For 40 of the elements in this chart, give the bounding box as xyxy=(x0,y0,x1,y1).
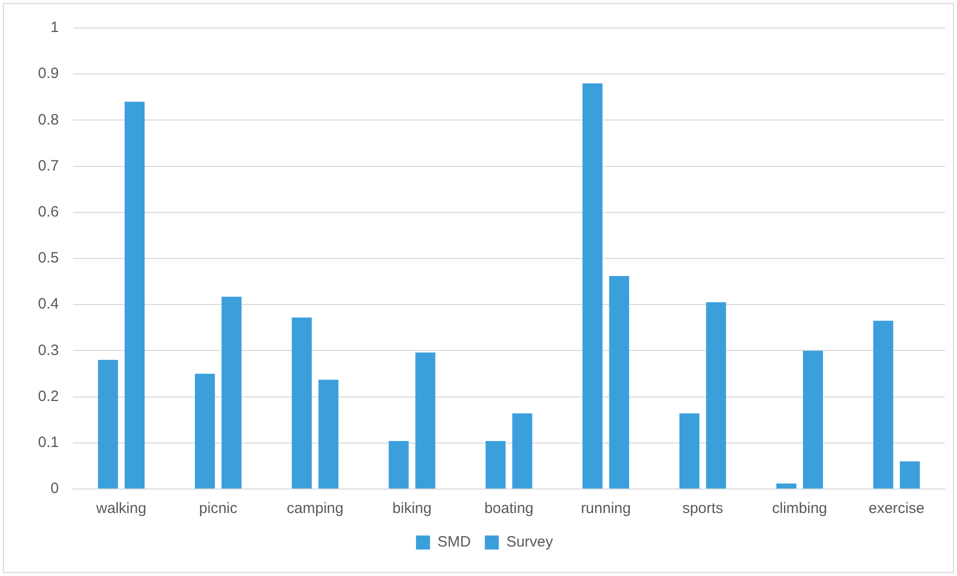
bar xyxy=(582,83,602,488)
y-tick-label: 0.1 xyxy=(38,434,59,452)
x-tick-label: running xyxy=(580,500,631,518)
y-tick-label: 0.3 xyxy=(38,342,59,359)
y-tick-label: 0.7 xyxy=(38,157,59,174)
x-tick-label: picnic xyxy=(199,500,238,518)
y-tick-label: 0.2 xyxy=(38,388,59,405)
bar xyxy=(415,352,436,488)
bar xyxy=(900,461,920,488)
y-tick-label: 0.8 xyxy=(38,111,59,128)
bar xyxy=(776,483,796,488)
legend-label: Survey xyxy=(506,534,554,551)
x-tick-label: biking xyxy=(392,500,432,518)
bar xyxy=(679,413,700,488)
bar xyxy=(512,413,532,488)
y-tick-label: 1 xyxy=(50,19,59,36)
x-tick-label: climbing xyxy=(772,500,828,518)
y-tick-label: 0.6 xyxy=(38,204,59,221)
x-tick-label: exercise xyxy=(868,500,924,518)
legend-label: SMD xyxy=(437,534,471,551)
bar xyxy=(388,441,409,488)
bar xyxy=(802,350,823,488)
bar xyxy=(98,360,118,488)
x-tick-label: boating xyxy=(484,500,534,518)
x-tick-label: sports xyxy=(682,500,724,518)
bar xyxy=(706,302,726,488)
bar xyxy=(292,318,312,488)
y-tick-label: 0 xyxy=(50,480,59,498)
y-tick-label: 0.4 xyxy=(38,296,59,313)
y-tick-label: 0.9 xyxy=(38,65,59,82)
bar xyxy=(194,374,215,488)
bar xyxy=(124,102,145,488)
bar xyxy=(318,380,338,488)
bar xyxy=(609,276,630,488)
x-tick-label: camping xyxy=(286,500,344,518)
x-tick-label: walking xyxy=(95,500,146,518)
bar xyxy=(222,296,242,488)
bar xyxy=(486,441,506,488)
bar xyxy=(873,320,894,488)
y-tick-label: 0.5 xyxy=(38,250,59,267)
